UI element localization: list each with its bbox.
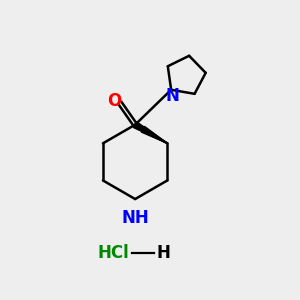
Polygon shape — [141, 126, 167, 143]
Text: NH: NH — [121, 208, 149, 226]
Text: H: H — [157, 244, 170, 262]
Text: HCl: HCl — [98, 244, 129, 262]
Polygon shape — [134, 122, 167, 143]
Text: O: O — [107, 92, 122, 110]
Text: N: N — [166, 87, 180, 105]
